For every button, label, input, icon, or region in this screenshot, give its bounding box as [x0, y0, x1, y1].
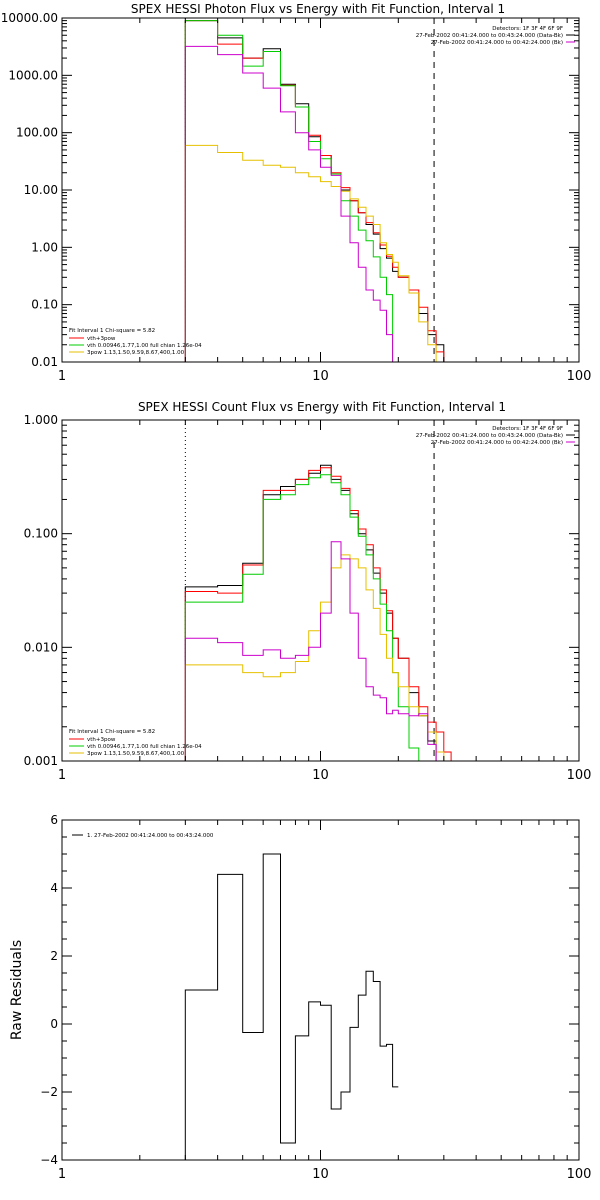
photon-flux-y-tick-label: 100.00: [16, 126, 58, 140]
photon-flux-legend-data-bk: 27-Feb-2002 00:41:24.000 to 00:43:24.000…: [416, 33, 563, 39]
count-flux-series-3: [184, 554, 452, 762]
photon-flux-legend-vth: vth 0.00946,1.77,1.00 full chian 1.26e-0…: [87, 343, 202, 349]
photon-flux-panel: SPEX HESSI Photon Flux vs Energy with Fi…: [1, 2, 592, 384]
count-flux-series-1: [184, 467, 452, 761]
count-flux-x-tick-label: 10: [312, 768, 329, 783]
photon-flux-legend-fit: Fit Interval 1 Chi-square = 5.82: [69, 328, 155, 334]
residuals-axes: 1 10 100 −4 −2 0 2 4 6: [40, 813, 591, 1182]
residuals-y-tick-label: 4: [50, 881, 58, 895]
count-flux-series-0: [184, 464, 452, 762]
count-flux-legend-3pow: 3pow 1.13,1.50,9.59,8.67,400,1.00: [87, 751, 185, 757]
photon-flux-x-tick-label: 10: [312, 369, 329, 384]
residuals-marks: [184, 853, 399, 1160]
count-flux-x-tick-label: 100: [567, 768, 592, 783]
photon-flux-title: SPEX HESSI Photon Flux vs Energy with Fi…: [131, 2, 505, 16]
count-flux-legend-bk: 27-Feb-2002 00:41:24.000 to 00:42:24.000…: [431, 440, 563, 446]
count-flux-legend-detectors: Detectors: 1F 3F 4F 6F 9F: [492, 426, 563, 432]
photon-flux-series-1: [184, 20, 445, 362]
count-flux-series-2: [184, 474, 428, 762]
photon-flux-series-4: [184, 45, 394, 362]
photon-flux-x-tick-label: 1: [58, 369, 66, 384]
photon-flux-y-tick-label: 10000.00: [1, 11, 58, 25]
count-flux-legend-data-bk: 27-Feb-2002 00:41:24.000 to 00:43:24.000…: [416, 433, 563, 439]
photon-flux-plot-frame: [61, 17, 580, 363]
photon-flux-x-tick-label: 100: [567, 369, 592, 384]
photon-flux-legend-bk: 27-Feb-2002 00:41:24.000 to 00:42:24.000…: [431, 40, 563, 46]
residuals-legend-entry: 1. 27-Feb-2002 00:41:24.000 to 00:43:24.…: [87, 833, 214, 839]
residuals-y-tick-label: −4: [40, 1153, 58, 1167]
photon-flux-series-3: [184, 144, 444, 363]
photon-flux-series-0: [184, 20, 445, 362]
photon-flux-y-tick-label: 0.01: [31, 355, 58, 369]
count-flux-y-tick-label: 0.001: [24, 754, 58, 768]
residuals-legend: 1. 27-Feb-2002 00:41:24.000 to 00:43:24.…: [72, 833, 214, 839]
count-flux-y-tick-label: 0.100: [24, 527, 58, 541]
count-flux-y-tick-label: 0.010: [24, 640, 58, 654]
photon-flux-legend-vth3pow: vth+3pow: [87, 336, 116, 342]
photon-flux-y-tick-label: 1.00: [31, 240, 58, 254]
count-flux-x-tick-label: 1: [58, 768, 66, 783]
count-flux-y-tick-label: 1.000: [24, 413, 58, 427]
residuals-y-tick-label: 2: [50, 949, 58, 963]
photon-flux-y-tick-label: 0.10: [31, 298, 58, 312]
residuals-series-0: [184, 853, 399, 1160]
count-flux-title: SPEX HESSI Count Flux vs Energy with Fit…: [138, 400, 506, 414]
residuals-y-axis-label: Raw Residuals: [9, 940, 25, 1040]
photon-flux-y-tick-label: 1000.00: [8, 68, 58, 82]
photon-flux-marks: [184, 18, 445, 363]
count-flux-legend-vth3pow: vth+3pow: [87, 737, 116, 743]
count-flux-legend-bottom: Fit Interval 1 Chi-square = 5.82 vth+3po…: [69, 729, 202, 757]
photon-flux-legend-detectors: Detectors: 1F 3F 4F 6F 9F: [492, 26, 563, 32]
photon-flux-series-2: [184, 20, 394, 362]
residuals-y-tick-label: 6: [50, 813, 58, 827]
count-flux-series-4: [184, 541, 444, 762]
count-flux-legend-fit: Fit Interval 1 Chi-square = 5.82: [69, 729, 155, 735]
count-flux-panel: SPEX HESSI Count Flux vs Energy with Fit…: [24, 400, 592, 783]
residuals-x-tick-label: 10: [312, 1167, 329, 1182]
residuals-plot-frame: [61, 819, 580, 1161]
residuals-y-tick-label: 0: [50, 1017, 58, 1031]
photon-flux-legend-bottom: Fit Interval 1 Chi-square = 5.82 vth+3po…: [69, 328, 202, 356]
count-flux-axes: 1 10 100 0.001 0.010 0.100 1.000: [24, 413, 592, 783]
photon-flux-axes: 1 10 100 0.01 0.10 1.00 10.00 100.00 1000.00 1000…: [1, 11, 592, 384]
photon-flux-legend-top: Detectors: 1F 3F 4F 6F 9F 27-Feb-2002 00…: [416, 26, 575, 46]
residuals-y-tick-label: −2: [40, 1085, 58, 1099]
photon-flux-legend-3pow: 3pow 1.13,1.50,9.59,8.67,400,1.00: [87, 350, 185, 356]
count-flux-legend-vth: vth 0.00946,1.77,1.00 full chian 1.26e-0…: [87, 744, 202, 750]
residuals-x-tick-label: 1: [58, 1167, 66, 1182]
residuals-panel: 1 10 100 −4 −2 0 2 4 6 Raw Residuals 1. 27-Feb-2…: [9, 813, 591, 1182]
residuals-x-tick-label: 100: [567, 1167, 592, 1182]
count-flux-marks: [184, 420, 452, 762]
count-flux-legend-top: Detectors: 1F 3F 4F 6F 9F 27-Feb-2002 00…: [416, 426, 575, 446]
photon-flux-y-tick-label: 10.00: [24, 183, 58, 197]
